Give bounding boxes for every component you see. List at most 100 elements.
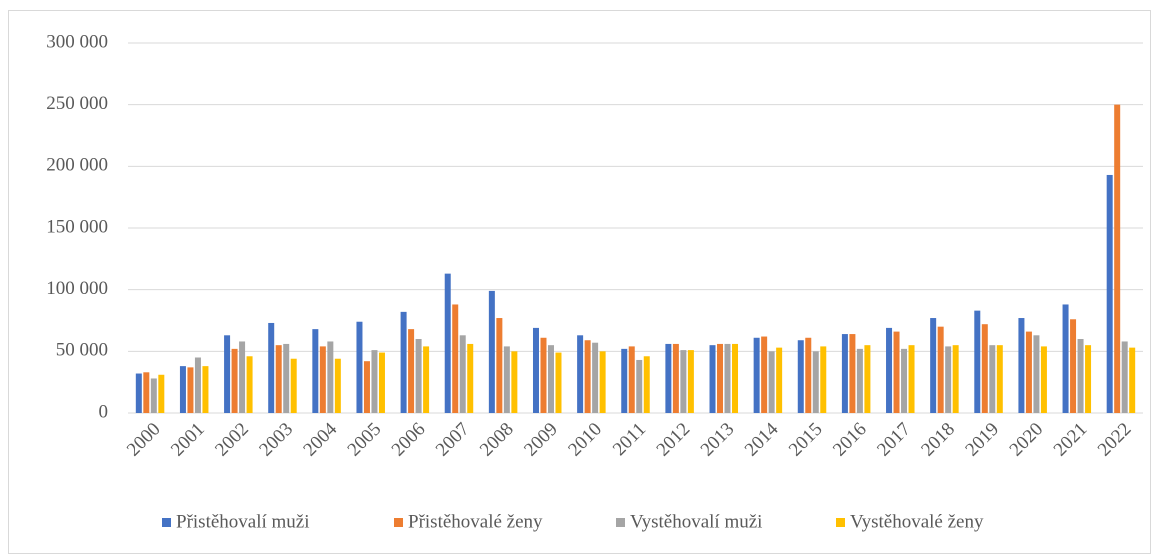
- bar: [246, 356, 253, 413]
- bar: [187, 367, 194, 413]
- bar: [555, 352, 562, 413]
- bar: [849, 334, 856, 413]
- bar: [680, 350, 687, 413]
- bar: [768, 351, 775, 413]
- bar: [621, 348, 628, 413]
- bar: [371, 350, 378, 413]
- bar: [592, 342, 599, 413]
- chart-frame: [8, 10, 1151, 554]
- bar: [577, 335, 584, 413]
- bar: [488, 290, 495, 413]
- legend-label: Vystěhovalé ženy: [850, 511, 984, 532]
- bar: [761, 336, 768, 413]
- y-tick-label: 250 000: [46, 93, 108, 114]
- y-tick-label: 200 000: [46, 155, 108, 176]
- legend-label: Přistěhovalé ženy: [408, 511, 543, 532]
- bar: [864, 345, 871, 413]
- bar: [584, 340, 591, 413]
- bar: [974, 310, 981, 413]
- bar: [937, 326, 944, 413]
- bar: [724, 343, 731, 413]
- bar: [363, 361, 370, 413]
- y-tick-label: 0: [99, 401, 109, 422]
- bar: [467, 343, 474, 413]
- bar: [496, 318, 503, 413]
- bar: [503, 346, 510, 413]
- legend-marker: [394, 518, 403, 527]
- bar: [812, 351, 819, 413]
- bar: [283, 343, 290, 413]
- bar: [179, 366, 186, 413]
- legend-marker: [162, 518, 171, 527]
- y-tick-label: 100 000: [46, 278, 108, 299]
- bar: [989, 345, 996, 413]
- y-tick-label: 50 000: [56, 340, 108, 361]
- bar: [1062, 304, 1069, 413]
- bar: [1129, 347, 1136, 413]
- bar: [893, 331, 900, 413]
- bar: [547, 345, 554, 413]
- bar: [709, 345, 716, 413]
- bar: [643, 356, 650, 413]
- bar: [231, 348, 238, 413]
- bar: [1121, 341, 1128, 413]
- bar: [1040, 346, 1047, 413]
- bar: [665, 343, 672, 413]
- bar: [636, 359, 643, 413]
- bar: [1114, 104, 1121, 414]
- bar: [1018, 318, 1025, 413]
- bar: [753, 337, 760, 413]
- bar: [908, 345, 915, 413]
- bar: [540, 337, 547, 413]
- bar: [194, 357, 201, 413]
- bar: [312, 329, 319, 413]
- bar: [290, 358, 297, 413]
- bar: [717, 343, 724, 413]
- bar: [805, 337, 812, 413]
- bar: [901, 348, 908, 413]
- bar: [150, 378, 157, 413]
- bar: [400, 311, 407, 413]
- bar: [1070, 319, 1077, 413]
- bar: [981, 324, 988, 413]
- bar: [224, 335, 231, 413]
- bar: [408, 329, 415, 413]
- bar: [945, 346, 952, 413]
- legend-marker: [616, 518, 625, 527]
- y-tick-label: 150 000: [46, 216, 108, 237]
- y-tick-label: 300 000: [46, 31, 108, 52]
- bar: [1077, 339, 1084, 413]
- bar: [952, 345, 959, 413]
- bar: [841, 334, 848, 413]
- bar: [444, 273, 451, 413]
- bar: [275, 345, 282, 413]
- bar: [268, 322, 275, 413]
- bar: [628, 346, 635, 413]
- bar: [143, 372, 150, 413]
- legend-marker: [836, 518, 845, 527]
- bar: [687, 350, 694, 413]
- legend-label: Vystěhovalí muži: [630, 511, 762, 532]
- bar: [1085, 345, 1092, 413]
- bar: [797, 340, 804, 413]
- bar: [158, 374, 165, 413]
- bar: [1106, 174, 1113, 413]
- bar: [599, 351, 606, 413]
- bar: [820, 346, 827, 413]
- bar: [319, 346, 326, 413]
- bar: [532, 327, 539, 413]
- bar: [732, 343, 739, 413]
- bar: [856, 348, 863, 413]
- bar: [334, 358, 341, 413]
- bar: [459, 335, 466, 413]
- bar: [930, 318, 937, 413]
- bar: [776, 347, 783, 413]
- bar: [452, 304, 459, 413]
- bar: [1033, 335, 1040, 413]
- bar: [356, 321, 363, 413]
- bar: [423, 346, 430, 413]
- bar: [135, 373, 142, 413]
- bar: [996, 345, 1003, 413]
